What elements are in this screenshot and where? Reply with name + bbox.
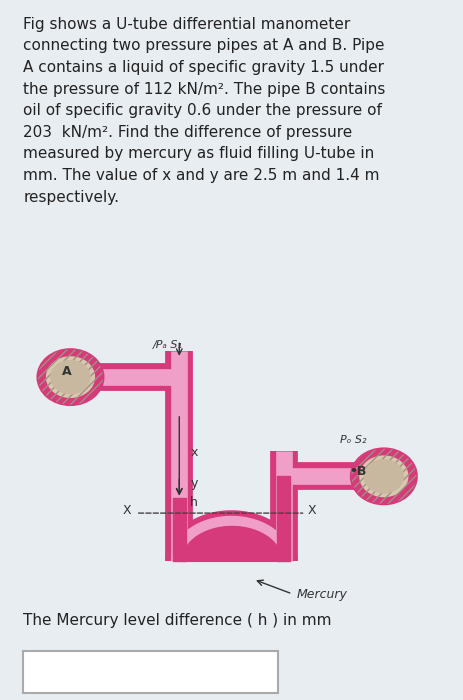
Text: A: A (62, 365, 71, 378)
Circle shape (351, 449, 417, 504)
Text: Mercury: Mercury (297, 587, 348, 601)
Text: Pₒ S₂: Pₒ S₂ (340, 435, 367, 445)
Text: •B: •B (349, 465, 366, 477)
Text: /Pₐ S₁: /Pₐ S₁ (153, 340, 183, 350)
Text: h: h (190, 496, 198, 509)
Text: X: X (123, 504, 131, 517)
Text: Fig shows a U-tube differential manometer
connecting two pressure pipes at A and: Fig shows a U-tube differential manomete… (23, 17, 386, 204)
Text: The Mercury level difference ( h ) in mm: The Mercury level difference ( h ) in mm (23, 612, 332, 627)
Text: y: y (190, 477, 198, 491)
Circle shape (51, 360, 90, 393)
Circle shape (38, 349, 103, 405)
Text: x: x (190, 446, 198, 459)
Circle shape (360, 456, 408, 496)
Text: X: X (308, 504, 316, 517)
Circle shape (47, 357, 94, 398)
Circle shape (364, 460, 403, 493)
